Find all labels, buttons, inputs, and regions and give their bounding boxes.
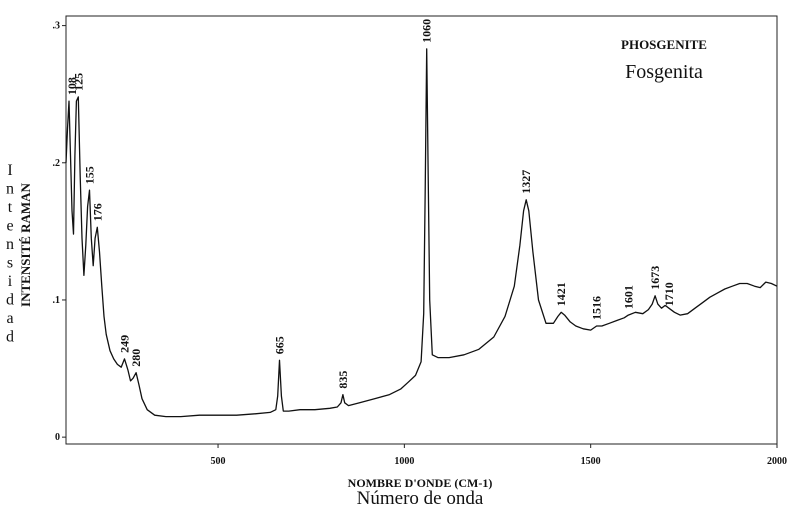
y-axis: 0 .1 .2 .3: [53, 21, 66, 443]
peak-label: 1601: [621, 285, 635, 309]
peak-label: 249: [118, 335, 132, 353]
y-tick-label: .1: [53, 295, 61, 306]
chart-subtitle: Fosgenita: [625, 61, 703, 83]
peak-label: 280: [129, 349, 143, 367]
peak-label: 155: [83, 166, 97, 184]
y-tick-label: 0: [55, 432, 60, 443]
peak-label: 176: [90, 203, 104, 221]
peak-label: 1060: [420, 19, 434, 43]
x-axis: 500 1000 1500 2000: [211, 444, 787, 467]
peak-label: 1327: [519, 170, 533, 194]
plot-frame: [65, 15, 778, 445]
peak-label: 108: [65, 77, 79, 95]
x-tick-label: 1000: [394, 456, 414, 467]
x-axis-label-secondary: Número de onda: [357, 488, 484, 508]
x-tick-label: 500: [211, 456, 226, 467]
x-axis-label: NOMBRE D'ONDE (CM-1): [348, 476, 493, 490]
y-axis-label: INTENSITÉ RAMAN: [18, 182, 33, 306]
peak-label: 1710: [662, 282, 676, 306]
y-tick-label: .2: [53, 158, 61, 169]
x-tick-label: 1500: [581, 456, 601, 467]
y-tick-label: .3: [53, 21, 61, 32]
spectrum-line: [65, 48, 778, 418]
peak-label: 1516: [590, 296, 604, 320]
peak-label: 835: [336, 371, 350, 389]
peak-label: 1673: [648, 266, 662, 290]
peak-label: 665: [273, 336, 287, 354]
peak-label: 1421: [554, 282, 568, 306]
x-tick-label: 2000: [767, 456, 787, 467]
peak-label: 125: [71, 73, 85, 91]
chart-title: PHOSGENITE: [621, 37, 707, 52]
